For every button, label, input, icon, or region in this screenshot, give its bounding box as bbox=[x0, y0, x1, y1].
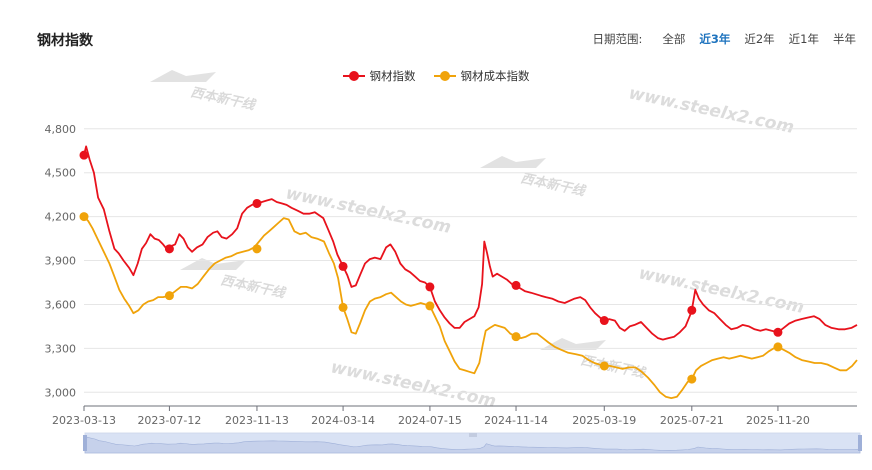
watermark-url: www.steelx2.com bbox=[637, 263, 806, 318]
date-range-selector: 日期范围: 全部 近3年 近2年 近1年 半年 bbox=[592, 31, 856, 47]
watermark-layer: www.steelx2.com www.steelx2.com www.steelx… bbox=[150, 70, 806, 412]
data-point-cost-index bbox=[252, 244, 262, 254]
watermark-url: www.steelx2.com bbox=[284, 183, 453, 238]
x-axis: 2023-03-13 2023-07-12 2023-11-13 2024-03-14… bbox=[52, 405, 857, 427]
data-point-steel-index bbox=[687, 305, 697, 315]
y-tick-label: 3,000 bbox=[45, 386, 77, 399]
range-option-half-year[interactable]: 半年 bbox=[833, 32, 856, 46]
series-line-cost-index bbox=[83, 215, 858, 399]
y-axis: 3,000 3,300 3,600 3,900 4,200 4,500 4,800 bbox=[45, 123, 77, 400]
series-markers bbox=[79, 150, 783, 384]
page-title: 钢材指数 bbox=[37, 33, 93, 49]
data-point-steel-index bbox=[79, 150, 89, 160]
watermark-logo-mark bbox=[150, 70, 216, 82]
data-point-cost-index bbox=[79, 212, 89, 222]
x-tick-label: 2023-11-13 bbox=[225, 414, 289, 427]
y-tick-label: 3,300 bbox=[45, 342, 77, 355]
legend-marker-steel-index bbox=[342, 70, 365, 82]
x-tick-label: 2025-11-20 bbox=[746, 414, 810, 427]
series-line-steel-index bbox=[83, 145, 858, 341]
legend-marker-cost-index bbox=[433, 70, 456, 82]
x-tick-label: 2025-03-19 bbox=[572, 414, 636, 427]
legend-label-steel-index: 钢材指数 bbox=[369, 69, 416, 83]
data-point-steel-index bbox=[599, 316, 609, 326]
watermark-url: www.steelx2.com bbox=[329, 357, 498, 412]
range-option-2y[interactable]: 近2年 bbox=[744, 32, 775, 46]
y-tick-label: 4,200 bbox=[45, 211, 77, 224]
legend-item-cost-index[interactable]: 钢材成本指数 bbox=[433, 68, 530, 84]
data-point-cost-index bbox=[773, 342, 783, 352]
data-point-cost-index bbox=[338, 302, 348, 312]
data-point-steel-index bbox=[425, 282, 435, 292]
data-point-cost-index bbox=[599, 361, 609, 371]
data-point-steel-index bbox=[252, 198, 262, 208]
legend-label-cost-index: 钢材成本指数 bbox=[460, 69, 530, 83]
x-tick-label: 2024-03-14 bbox=[311, 414, 375, 427]
watermark-url: www.steelx2.com bbox=[627, 83, 796, 138]
watermark-logo: 西本新干线 bbox=[519, 170, 588, 200]
range-option-3y[interactable]: 近3年 bbox=[699, 32, 731, 46]
watermark-logo: 西本新干线 bbox=[219, 272, 288, 302]
range-option-all[interactable]: 全部 bbox=[662, 32, 686, 46]
x-tick-label: 2023-07-12 bbox=[137, 414, 201, 427]
data-point-cost-index bbox=[687, 374, 697, 384]
x-tick-label: 2024-07-15 bbox=[398, 414, 462, 427]
data-point-steel-index bbox=[511, 280, 521, 290]
x-tick-label: 2023-03-13 bbox=[52, 414, 116, 427]
zoom-slider-right-handle[interactable] bbox=[858, 435, 862, 451]
data-point-cost-index bbox=[164, 291, 174, 301]
data-point-cost-index bbox=[511, 332, 521, 342]
y-tick-label: 3,900 bbox=[45, 255, 77, 268]
watermark-logo: 西本新干线 bbox=[189, 84, 258, 114]
x-tick-label: 2024-11-14 bbox=[484, 414, 548, 427]
zoom-slider[interactable] bbox=[83, 432, 862, 454]
data-point-steel-index bbox=[164, 244, 174, 254]
zoom-slider-left-handle[interactable] bbox=[83, 435, 87, 451]
chart-legend: 钢材指数 钢材成本指数 bbox=[0, 68, 872, 84]
series-lines bbox=[83, 145, 858, 399]
watermark-logo-mark bbox=[480, 156, 546, 168]
zoom-slider-overview bbox=[84, 436, 861, 454]
data-point-steel-index bbox=[773, 327, 783, 337]
data-point-steel-index bbox=[338, 261, 348, 271]
date-range-label: 日期范围: bbox=[592, 32, 643, 46]
data-point-cost-index bbox=[425, 301, 435, 311]
y-tick-label: 4,500 bbox=[45, 167, 77, 180]
y-tick-label: 4,800 bbox=[45, 123, 77, 136]
zoom-slider-move-handle[interactable] bbox=[469, 433, 477, 437]
range-option-1y[interactable]: 近1年 bbox=[788, 32, 819, 46]
legend-item-steel-index[interactable]: 钢材指数 bbox=[342, 68, 416, 84]
y-tick-label: 3,600 bbox=[45, 298, 77, 311]
x-tick-label: 2025-07-21 bbox=[660, 414, 724, 427]
grid-lines bbox=[84, 128, 857, 393]
